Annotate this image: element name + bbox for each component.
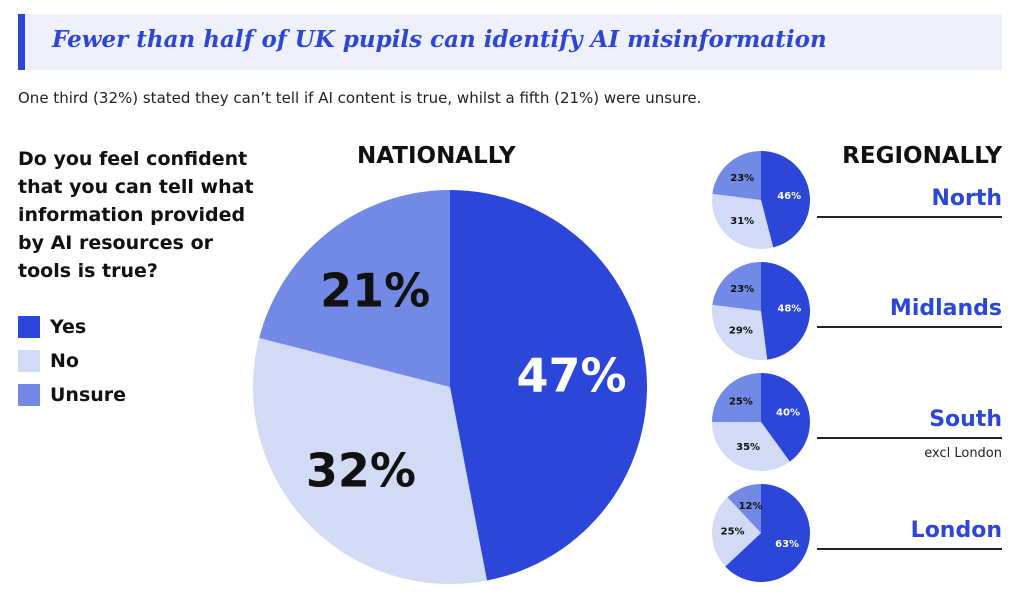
- region-label-north: North: [931, 186, 1002, 211]
- legend-item-yes: Yes: [18, 310, 126, 344]
- region-rule-midlands: [817, 326, 1002, 328]
- region-rule-north: [817, 216, 1002, 218]
- national-heading: NATIONALLY: [357, 143, 516, 169]
- pie-slice-south-no: [712, 422, 790, 471]
- legend-label-no: No: [50, 350, 79, 372]
- region-label-midlands: Midlands: [889, 296, 1002, 321]
- pie-slice-south-yes: [761, 373, 810, 462]
- region-label-london: London: [910, 518, 1002, 543]
- pie-london: 63% 25% 12%: [712, 483, 811, 582]
- pie-label-national-unsure: 21%: [320, 263, 430, 317]
- pie-label-south-unsure: 25%: [729, 396, 753, 407]
- legend-item-unsure: Unsure: [18, 378, 126, 412]
- pie-slice-national-unsure: [259, 190, 450, 387]
- pie-label-midlands-no: 29%: [729, 326, 753, 337]
- pie-label-national-yes: 47%: [517, 349, 627, 403]
- legend-swatch-unsure: [18, 384, 40, 406]
- pie-label-midlands-yes: 48%: [777, 304, 801, 315]
- legend-swatch-yes: [18, 316, 40, 338]
- pie-label-south-yes: 40%: [776, 408, 800, 419]
- pie-label-london-yes: 63%: [775, 539, 799, 550]
- page-subtitle: One third (32%) stated they can’t tell i…: [18, 89, 702, 107]
- pie-label-midlands-unsure: 23%: [730, 284, 754, 295]
- legend-label-yes: Yes: [50, 316, 87, 338]
- pie-slice-north-unsure: [712, 151, 761, 200]
- pie-midlands: 48% 29% 23%: [712, 262, 810, 360]
- region-rule-south: [817, 437, 1002, 439]
- pie-label-north-unsure: 23%: [730, 173, 754, 184]
- pie-label-london-unsure: 12%: [739, 501, 763, 512]
- pie-slice-london-unsure: [727, 484, 761, 533]
- legend-swatch-no: [18, 350, 40, 372]
- pie-south: 40% 35% 25%: [712, 373, 810, 471]
- legend-label-unsure: Unsure: [50, 384, 127, 406]
- regional-heading: REGIONALLY: [842, 143, 1002, 169]
- pie-slice-national-no: [252, 338, 487, 584]
- pie-slice-london-yes: [725, 483, 811, 582]
- pie-slice-south-unsure: [712, 373, 761, 422]
- pie-slice-london-no: [712, 497, 761, 567]
- pie-label-south-no: 35%: [736, 442, 760, 453]
- banner-accent-bar: [18, 14, 25, 70]
- pie-label-london-no: 25%: [721, 527, 745, 538]
- pie-slice-midlands-unsure: [712, 262, 761, 311]
- title-banner: Fewer than half of UK pupils can identif…: [18, 14, 1002, 70]
- pie-slice-midlands-no: [712, 304, 768, 360]
- pie-national: 47% 32% 21%: [252, 190, 647, 584]
- survey-question: Do you feel confident that you can tell …: [18, 148, 254, 282]
- legend-item-no: No: [18, 344, 126, 378]
- pie-label-north-yes: 46%: [777, 191, 801, 202]
- region-label-south: South: [929, 407, 1002, 432]
- pie-label-national-no: 32%: [306, 444, 416, 498]
- pie-slice-north-no: [712, 193, 774, 249]
- pie-slice-north-yes: [761, 151, 810, 248]
- pie-label-north-no: 31%: [730, 216, 754, 227]
- legend: Yes No Unsure: [18, 310, 126, 412]
- page-title: Fewer than half of UK pupils can identif…: [52, 26, 827, 53]
- region-note-south: excl London: [924, 446, 1002, 461]
- pie-slice-national-yes: [450, 190, 647, 581]
- region-rule-london: [817, 548, 1002, 550]
- pie-slice-midlands-yes: [761, 262, 810, 360]
- pie-north: 46% 31% 23%: [712, 151, 810, 249]
